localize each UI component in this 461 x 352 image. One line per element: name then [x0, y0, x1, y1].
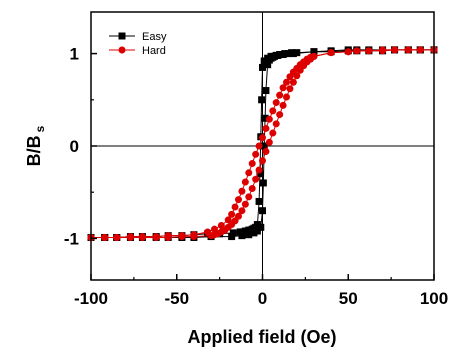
data-point-hard [279, 101, 287, 109]
data-point-hard [207, 232, 215, 240]
y-axis-title: B/B s [24, 125, 47, 166]
data-point-hard [255, 166, 263, 174]
data-point-hard [259, 134, 266, 142]
x-tick-label: 100 [420, 289, 448, 308]
data-point-easy [257, 223, 265, 231]
data-point-hard [248, 160, 256, 168]
data-point-hard [113, 233, 121, 241]
data-point-hard [276, 111, 284, 119]
y-tick-label: 0 [70, 137, 79, 156]
data-point-hard [283, 78, 291, 86]
data-point-hard [265, 115, 273, 123]
data-point-easy [293, 49, 301, 57]
data-point-hard [283, 93, 291, 101]
y-tick-label: 1 [70, 45, 79, 64]
data-point-hard [164, 233, 172, 241]
data-point-hard [178, 233, 186, 241]
x-tick-label: -50 [164, 289, 189, 308]
y-tick-label: -1 [64, 229, 79, 248]
data-point-hard [245, 193, 253, 201]
data-point-easy [259, 207, 266, 215]
y-axis-title-subscript: s [33, 125, 47, 132]
x-axis-title: Applied field (Oe) [187, 327, 336, 347]
data-point-hard [279, 84, 287, 92]
data-point-hard [238, 187, 246, 195]
data-point-hard [391, 46, 399, 54]
data-point-easy [258, 96, 266, 104]
data-point-hard [286, 85, 294, 93]
legend-marker-hard [118, 46, 126, 54]
data-point-easy [228, 233, 236, 241]
data-point-hard [265, 138, 273, 146]
legend: Easy Hard [109, 31, 167, 57]
data-point-easy [265, 56, 273, 64]
data-point-hard [248, 185, 256, 193]
data-point-hard [101, 233, 109, 241]
data-point-hard [276, 91, 284, 99]
data-point-easy [260, 142, 268, 150]
data-point-hard [344, 48, 352, 56]
x-tick-label: 50 [339, 289, 358, 308]
data-point-easy [255, 197, 263, 205]
data-point-hard [245, 169, 253, 177]
data-point-hard [252, 150, 260, 158]
data-point-hard [238, 207, 246, 215]
data-point-hard [241, 178, 249, 186]
data-point-easy [259, 179, 267, 187]
data-point-easy [256, 170, 264, 178]
data-point-hard [241, 200, 249, 208]
data-point-hard [296, 66, 304, 74]
svg-text:B/Bs: B/B s [24, 125, 47, 166]
data-point-hard [327, 49, 335, 57]
data-point-hard [293, 72, 301, 80]
data-point-hard [231, 203, 239, 211]
data-point-hard [416, 46, 424, 54]
y-axis-title-main: B/B [24, 135, 44, 166]
data-point-hard [272, 120, 280, 128]
data-point-hard [152, 233, 160, 241]
data-point-hard [262, 148, 270, 156]
series-layer [87, 46, 438, 241]
data-point-hard [262, 124, 270, 132]
data-point-hard [272, 99, 280, 107]
data-point-easy [250, 229, 258, 237]
data-point-hard [190, 233, 198, 241]
x-tick-label: -100 [74, 289, 108, 308]
data-point-hard [269, 107, 277, 115]
data-point-hard [234, 196, 242, 204]
data-point-easy [245, 231, 253, 239]
data-point-hard [404, 46, 412, 54]
data-point-hard [353, 47, 361, 55]
series-hard [87, 46, 438, 241]
axis-ticks: -100 -50 0 50 100 -1 0 1 [64, 45, 448, 308]
data-point-hard [126, 233, 134, 241]
data-point-easy [229, 229, 237, 237]
data-point-easy [264, 61, 272, 69]
legend-marker-easy [118, 32, 126, 40]
data-point-hard [259, 157, 266, 165]
data-point-easy [262, 87, 270, 95]
data-point-hard [252, 175, 260, 183]
data-point-hard [365, 47, 373, 55]
data-point-hard [379, 47, 387, 55]
data-point-easy [310, 48, 318, 56]
data-point-hard [289, 78, 297, 86]
data-point-hard [269, 129, 277, 137]
data-point-hard [138, 233, 146, 241]
data-point-easy [261, 114, 269, 122]
x-tick-label: 0 [258, 289, 267, 308]
data-point-hard [255, 142, 263, 150]
legend-label-easy: Easy [142, 31, 167, 43]
data-point-easy [259, 63, 266, 71]
data-point-easy [238, 232, 246, 240]
data-point-hard [228, 210, 236, 218]
legend-label-hard: Hard [142, 45, 166, 57]
